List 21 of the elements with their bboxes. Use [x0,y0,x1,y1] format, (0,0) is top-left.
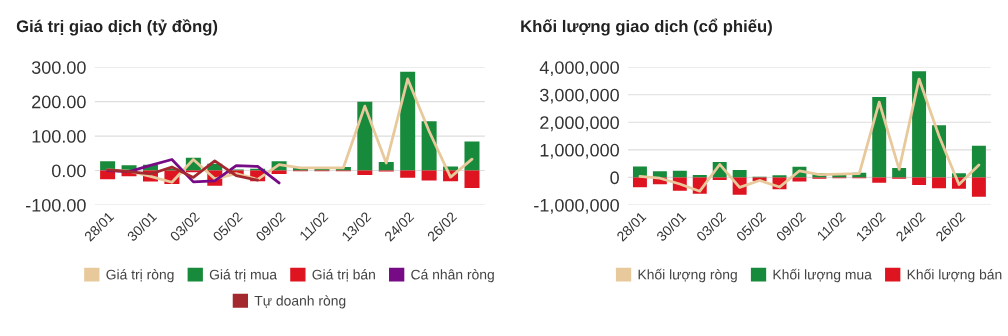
y-tick-label: 4,000,000 [539,61,619,77]
y-tick-label: 300.00 [31,61,86,74]
y-tick-label: -1,000,000 [534,198,619,214]
y-tick-label: 2,000,000 [540,116,619,132]
chart-title: Khối lượng giao dịch (cổ phiếu) [521,18,772,36]
y-tick-label: 3,000,000 [540,88,619,104]
y-tick-label: 0 [610,171,619,185]
y-tick-label: 200.00 [32,95,86,109]
legend-label: Giá trị bán [312,269,375,282]
legend-label: Tự doanh ròng [254,295,346,309]
y-tick-label: 1,000,000 [540,143,619,159]
legend-label: Khối lượng ròng [638,268,737,283]
chart-title: Giá trị giao dịch (tỷ đồng) [16,19,218,36]
legend-label: Giá trị ròng [106,269,174,283]
legend-label: Khối lượng bán [907,268,1002,283]
y-tick-label: 0.00 [51,164,86,178]
y-tick-label: 100.00 [32,130,86,143]
legend-label: Cá nhân ròng [411,269,494,283]
legend-label: Giá trị mua [209,269,278,282]
y-tick-label: -100.00 [25,198,86,212]
legend-label: Khối lượng mua [773,268,872,283]
